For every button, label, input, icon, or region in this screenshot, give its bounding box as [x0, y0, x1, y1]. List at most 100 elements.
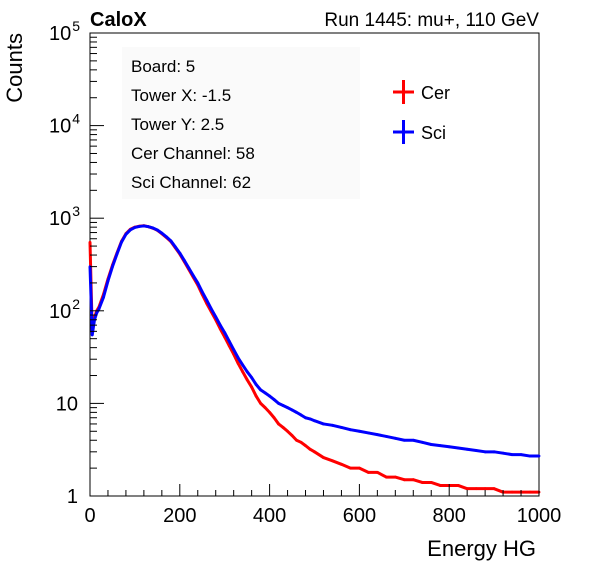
- data-point-cer: [474, 487, 478, 491]
- data-point-sci: [277, 402, 280, 405]
- data-point-sci: [95, 311, 99, 315]
- data-point-cer: [384, 475, 388, 479]
- y-tick-label: 10: [56, 393, 78, 415]
- data-point-sci: [137, 225, 141, 228]
- info-cer-channel: Cer Channel: 58: [131, 144, 255, 163]
- data-point-cer: [349, 466, 352, 470]
- data-point-cer: [465, 487, 469, 491]
- data-point-cer: [268, 410, 271, 414]
- data-point-cer: [236, 362, 240, 365]
- data-point-cer: [254, 394, 258, 398]
- data-point-cer: [322, 456, 325, 459]
- data-point-sci: [164, 235, 168, 239]
- data-point-cer: [340, 462, 343, 466]
- data-point-sci: [142, 224, 146, 228]
- legend-label-cer: Cer: [421, 83, 450, 103]
- data-point-sci: [90, 333, 94, 337]
- data-point-cer: [263, 406, 267, 410]
- data-point-sci: [173, 245, 177, 249]
- data-point-sci: [236, 356, 240, 360]
- run-label: Run 1445: mu+, 110 GeV: [324, 10, 539, 31]
- data-point-sci: [492, 450, 496, 454]
- data-point-cer: [259, 402, 263, 405]
- x-tick-label: 600: [343, 505, 376, 527]
- data-point-sci: [133, 226, 137, 229]
- data-point-sci: [259, 388, 263, 392]
- data-point-cer: [402, 478, 406, 482]
- data-point-sci: [263, 391, 267, 395]
- data-point-sci: [111, 265, 114, 269]
- data-point-sci: [501, 451, 505, 455]
- data-point-sci: [232, 348, 236, 352]
- data-point-cer: [420, 481, 424, 484]
- data-point-sci: [223, 331, 227, 335]
- legend: Cer Sci: [393, 80, 450, 144]
- legend-label-sci: Sci: [421, 123, 446, 143]
- data-point-sci: [250, 376, 254, 379]
- data-point-sci: [254, 383, 258, 386]
- data-point-cer: [438, 484, 442, 487]
- x-axis-label: Energy HG: [427, 536, 536, 561]
- data-point-sci: [200, 290, 204, 294]
- data-point-sci: [349, 428, 352, 432]
- info-box-background: [122, 47, 360, 199]
- data-point-cer: [308, 447, 312, 451]
- data-point-sci: [438, 444, 442, 448]
- data-point-cer: [250, 385, 254, 389]
- data-point-sci: [366, 431, 370, 435]
- data-point-cer: [313, 450, 316, 454]
- data-point-cer: [286, 429, 289, 433]
- series-layer: [88, 224, 541, 494]
- data-point-cer: [456, 484, 460, 487]
- data-point-sci: [155, 228, 159, 232]
- data-point-sci: [209, 307, 213, 311]
- y-axis: 1 10 102 103 104 105: [49, 18, 104, 508]
- data-point-sci: [191, 274, 195, 277]
- y-axis-label: Counts: [2, 33, 27, 103]
- data-point-cer: [375, 470, 379, 474]
- series-sci: [88, 224, 541, 458]
- data-point-sci: [358, 429, 361, 433]
- data-point-sci: [241, 363, 245, 367]
- y-tick-label: 104: [49, 111, 80, 138]
- data-point-sci: [268, 394, 271, 398]
- series-cer: [88, 224, 541, 494]
- legend-marker-sci: [393, 120, 414, 144]
- x-tick-label: 200: [163, 505, 196, 527]
- data-point-cer: [290, 434, 294, 437]
- data-point-sci: [456, 446, 460, 450]
- data-point-sci: [129, 228, 132, 232]
- data-point-cer: [483, 487, 487, 491]
- data-point-sci: [227, 339, 231, 343]
- data-point-sci: [375, 433, 379, 437]
- data-point-cer: [411, 478, 415, 482]
- data-point-cer: [366, 470, 370, 474]
- data-point-sci: [120, 240, 123, 244]
- data-point-sci: [483, 450, 487, 454]
- data-point-sci: [106, 279, 110, 283]
- x-axis: 0 200 400 600 800 1000: [84, 484, 561, 527]
- y-tick-label: 105: [49, 18, 80, 45]
- data-point-sci: [340, 426, 343, 429]
- data-point-sci: [124, 232, 128, 236]
- data-point-cer: [510, 490, 514, 494]
- data-point-cer: [304, 444, 307, 448]
- legend-marker-cer: [393, 80, 414, 104]
- data-point-sci: [447, 445, 451, 449]
- data-point-cer: [277, 422, 280, 426]
- data-point-cer: [393, 475, 397, 479]
- data-point-sci: [205, 298, 209, 302]
- data-point-sci: [160, 231, 164, 235]
- data-point-sci: [384, 435, 388, 438]
- x-tick-label: 800: [433, 505, 466, 527]
- data-point-cer: [492, 487, 496, 491]
- y-tick-label: 102: [49, 296, 80, 323]
- data-point-sci: [115, 252, 119, 256]
- data-point-sci: [151, 226, 155, 230]
- y-tick-label: 1: [67, 486, 78, 508]
- data-point-sci: [97, 307, 101, 311]
- data-point-sci: [281, 404, 285, 407]
- data-point-sci: [304, 416, 307, 420]
- data-point-sci: [429, 443, 433, 446]
